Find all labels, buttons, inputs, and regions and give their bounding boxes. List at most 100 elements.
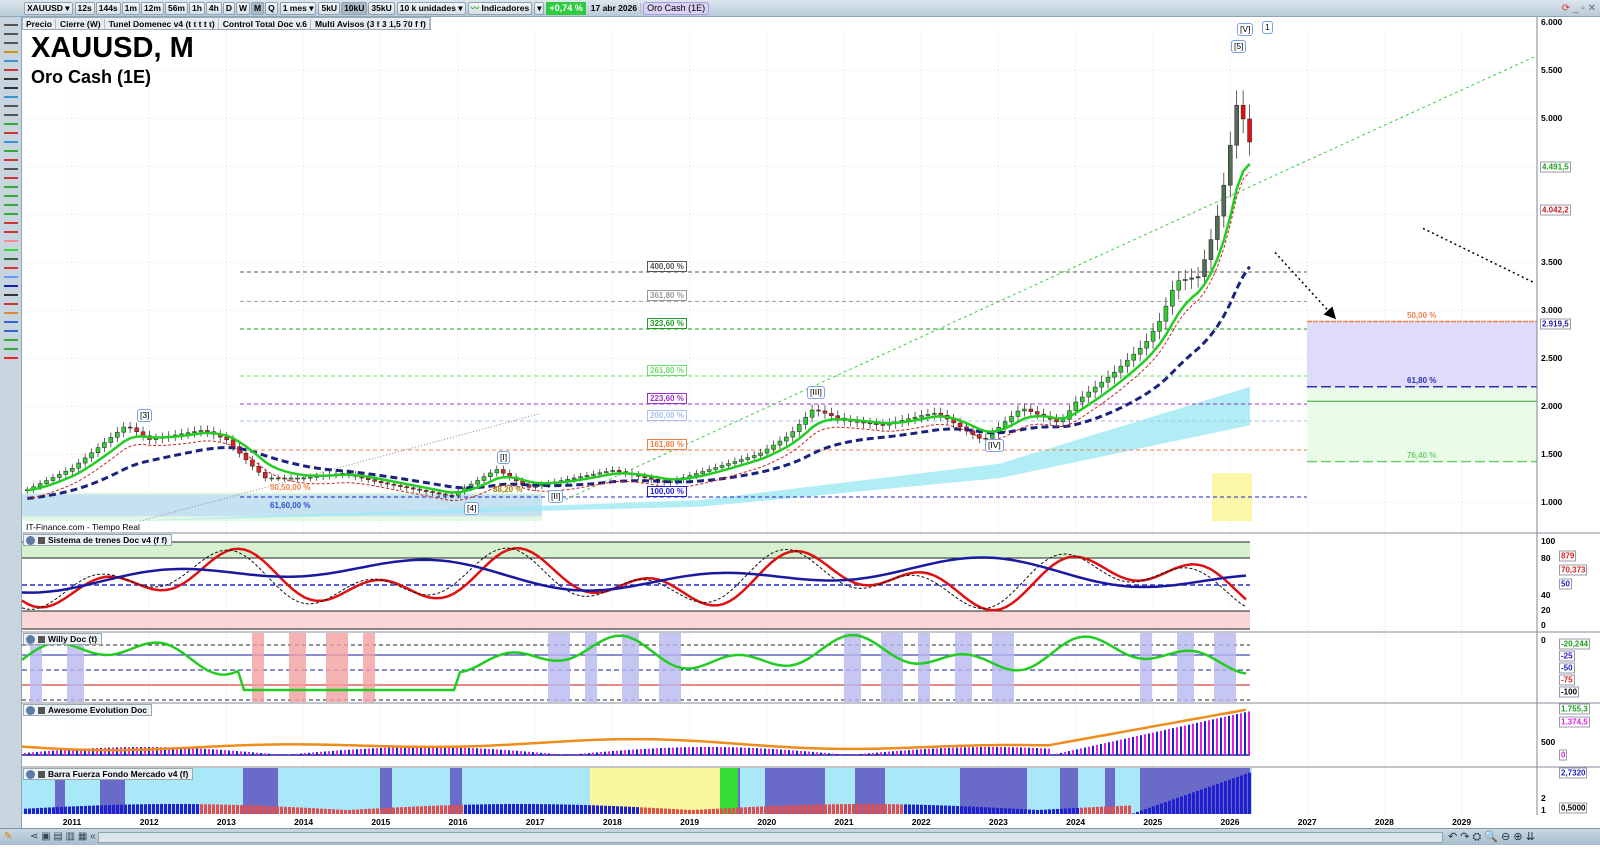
drawing-tool-icon[interactable] — [3, 213, 18, 215]
share-icon[interactable]: ⋖ ▣ ▤ ▥ ▦ « — [30, 831, 96, 842]
unit-35kU[interactable]: 35kU — [368, 1, 395, 15]
barra-block — [450, 768, 462, 814]
interval-1m[interactable]: 1m — [121, 1, 140, 15]
drawing-tool-icon[interactable] — [3, 69, 18, 71]
panel-title-bar[interactable]: Barra Fuerza Fondo Mercado v4 (f) — [23, 768, 194, 780]
drawing-tool-icon[interactable] — [3, 96, 18, 98]
indicator-chip[interactable]: Tunel Domenec v4 (t t t t t) — [106, 18, 219, 29]
drawing-tool-icon[interactable] — [3, 33, 18, 35]
drawing-tool-icon[interactable] — [3, 285, 18, 287]
drawing-tool-icon[interactable] — [3, 195, 18, 197]
close-panel-icon[interactable] — [26, 769, 35, 779]
indicators-dropdown[interactable]: ▾ — [534, 1, 545, 15]
period-select[interactable]: 1 mes ▾ — [279, 1, 317, 15]
pencil-icon[interactable]: ✎ — [4, 831, 13, 842]
barra-bar — [940, 805, 943, 814]
panel-title-bar[interactable]: Awesome Evolution Doc — [23, 704, 153, 716]
awesome-bar — [780, 749, 782, 755]
interval-12s[interactable]: 12s — [74, 1, 95, 15]
wave-label: 1 — [1262, 21, 1273, 34]
panel-title: Awesome Evolution Doc — [48, 705, 148, 715]
barra-bar — [356, 809, 359, 814]
drawing-tool-icon[interactable] — [3, 276, 18, 278]
drawing-tool-icon[interactable] — [3, 294, 18, 296]
drawing-tool-icon[interactable] — [3, 249, 18, 251]
indicator-chip[interactable]: Cierre (W) — [57, 18, 105, 29]
interval-4h[interactable]: 4h — [205, 1, 222, 15]
barra-bar — [88, 805, 91, 814]
barra-bar — [1208, 786, 1211, 814]
barra-bar — [1108, 806, 1111, 814]
interval-144s[interactable]: 144s — [95, 1, 121, 15]
drawing-tool-icon[interactable] — [3, 303, 18, 305]
interval-D[interactable]: D — [222, 1, 235, 15]
awesome-bar — [712, 747, 714, 755]
indicator-chip[interactable]: Control Total Doc v.6 — [220, 18, 311, 29]
drawing-tool-icon[interactable] — [3, 87, 18, 89]
drawing-tool-icon[interactable] — [3, 105, 18, 107]
drawing-tool-icon[interactable] — [3, 150, 18, 152]
drawing-tool-icon[interactable] — [3, 60, 18, 62]
barra-bar — [436, 805, 439, 814]
drawing-tool-icon[interactable] — [3, 24, 18, 26]
drawing-tool-icon[interactable] — [3, 177, 18, 179]
symbol-select[interactable]: XAUUSD ▾ — [24, 1, 73, 15]
drawing-tool-icon[interactable] — [3, 357, 18, 359]
zoom-controls[interactable]: ↶ ↷ ⛭ 🔍 ⊖ ⊕ ⇊ — [1448, 831, 1535, 843]
barra-bar — [504, 804, 507, 814]
drawing-tool-icon[interactable] — [3, 168, 18, 170]
candle-body — [706, 469, 712, 472]
drawing-tool-icon[interactable] — [3, 132, 18, 134]
indicator-chip[interactable]: Precio — [23, 18, 56, 29]
close-panel-icon[interactable] — [26, 705, 35, 715]
awesome-bar — [980, 747, 982, 755]
drawing-tool-icon[interactable] — [3, 204, 18, 206]
drawing-tool-icon[interactable] — [3, 51, 18, 53]
barra-bar — [188, 804, 191, 814]
drawing-tool-icon[interactable] — [3, 114, 18, 116]
drawing-tool-icon[interactable] — [3, 222, 18, 224]
close-panel-icon[interactable] — [26, 634, 35, 644]
barra-bar — [244, 805, 247, 814]
drawing-tool-icon[interactable] — [3, 321, 18, 323]
panel-title-bar[interactable]: Sistema de trenes Doc v4 (f f) — [23, 534, 173, 546]
awesome-bar — [204, 748, 206, 755]
drawing-tool-icon[interactable] — [3, 240, 18, 242]
close-panel-icon[interactable] — [26, 535, 35, 545]
drawing-tool-icon[interactable] — [3, 258, 18, 260]
window-controls[interactable]: ⟳ _ ▫ ✕ — [1561, 2, 1596, 14]
interval-1h[interactable]: 1h — [188, 1, 205, 15]
drawing-tool-icon[interactable] — [3, 330, 18, 332]
unit-5kU[interactable]: 5kU — [318, 1, 341, 15]
drawing-tool-icon[interactable] — [3, 141, 18, 143]
drawing-tool-icon[interactable] — [3, 42, 18, 44]
unit-select[interactable]: 10 k unidades ▾ — [396, 1, 466, 15]
panel-title-bar[interactable]: Willy Doc (t) — [23, 633, 103, 645]
unit-10kU[interactable]: 10kU — [341, 1, 368, 15]
drawing-tool-icon[interactable] — [3, 159, 18, 161]
indicator-chip[interactable]: Multi Avisos (3 f 3 1,5 70 f f) — [312, 18, 430, 29]
indicators-button[interactable]: 〰 Indicadores — [467, 1, 533, 15]
awesome-bar — [308, 752, 310, 755]
interval-W[interactable]: W — [235, 1, 250, 15]
awesome-bar — [720, 747, 722, 755]
interval-12m[interactable]: 12m — [140, 1, 164, 15]
projection-box — [1212, 473, 1252, 522]
interval-M[interactable]: M — [251, 1, 265, 15]
drawing-tool-icon[interactable] — [3, 186, 18, 188]
sync-icon[interactable]: ⟳ — [1561, 2, 1571, 14]
barra-bar — [972, 806, 975, 814]
horizontal-scrollbar[interactable] — [98, 832, 1443, 843]
drawing-tool-icon[interactable] — [3, 78, 18, 80]
interval-56m[interactable]: 56m — [164, 1, 188, 15]
barra-bar — [384, 807, 387, 814]
drawing-tool-icon[interactable] — [3, 123, 18, 125]
drawing-tool-icon[interactable] — [3, 267, 18, 269]
drawing-tool-icon[interactable] — [3, 339, 18, 341]
interval-Q[interactable]: Q — [265, 1, 278, 15]
awesome-bar — [1108, 742, 1110, 755]
drawing-tool-icon[interactable] — [3, 312, 18, 314]
drawing-tool-icon[interactable] — [3, 231, 18, 233]
drawing-tool-icon[interactable] — [3, 348, 18, 350]
